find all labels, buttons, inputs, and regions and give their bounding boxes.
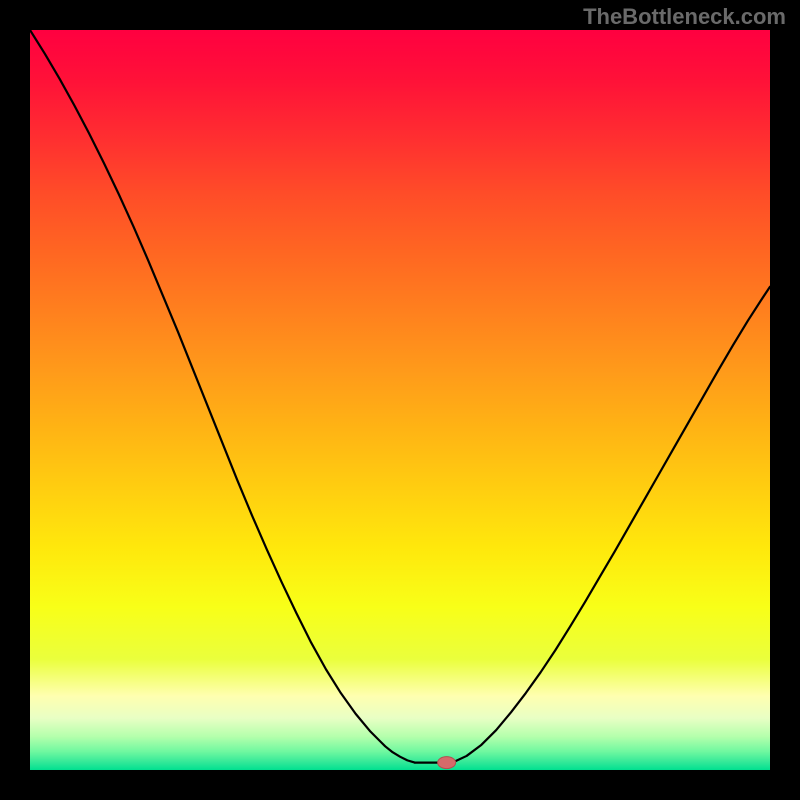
optimal-point-marker	[438, 757, 456, 769]
bottleneck-chart	[0, 0, 800, 800]
plot-background-gradient	[30, 30, 770, 770]
chart-container: TheBottleneck.com	[0, 0, 800, 800]
